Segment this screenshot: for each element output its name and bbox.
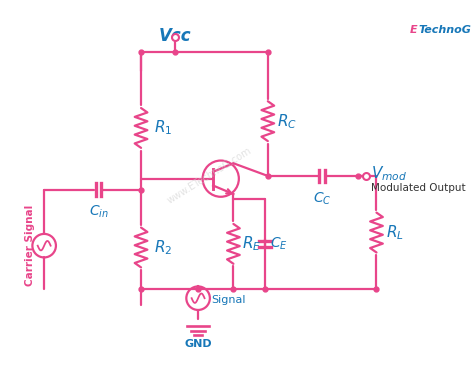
Text: $C_{in}$: $C_{in}$ [89,204,109,221]
Text: E: E [410,25,417,35]
Text: $R_1$: $R_1$ [154,119,172,137]
Text: $R_E$: $R_E$ [243,235,262,253]
Text: $C_C$: $C_C$ [313,191,331,207]
Text: Modulated Output: Modulated Output [371,183,465,193]
Text: $V_{mod}$: $V_{mod}$ [371,165,407,184]
Text: $R_L$: $R_L$ [385,223,403,242]
Text: Carrier Signal: Carrier Signal [25,205,35,286]
Text: www.ETechnoG.com: www.ETechnoG.com [165,146,253,206]
Text: $C_E$: $C_E$ [270,236,287,252]
Text: GND: GND [184,339,212,349]
Text: $R_C$: $R_C$ [277,112,297,131]
Text: Signal: Signal [212,295,246,305]
Text: TechnoG: TechnoG [418,25,471,35]
Text: Vcc: Vcc [158,27,191,44]
Text: $R_2$: $R_2$ [154,238,172,257]
